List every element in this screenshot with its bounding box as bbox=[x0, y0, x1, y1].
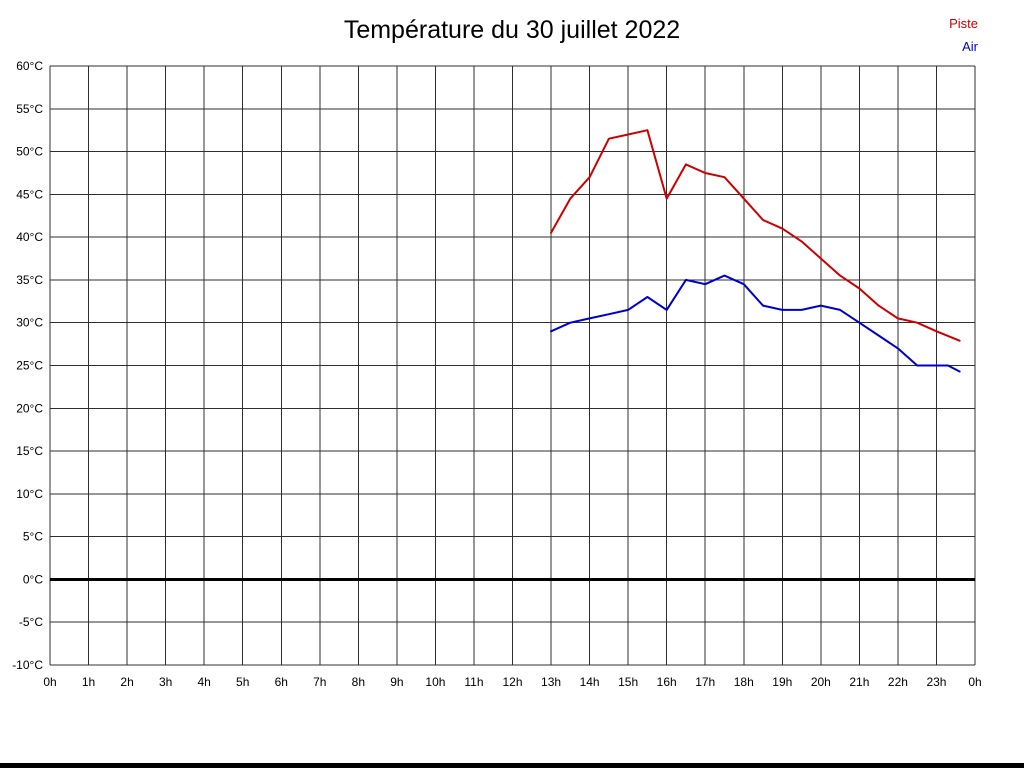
y-tick-label: -5°C bbox=[19, 615, 43, 629]
x-tick-label: 6h bbox=[275, 675, 288, 689]
x-tick-label: 5h bbox=[236, 675, 249, 689]
y-tick-label: 20°C bbox=[16, 401, 43, 415]
y-tick-label: 0°C bbox=[23, 572, 43, 586]
y-tick-label: 25°C bbox=[16, 359, 43, 373]
x-tick-label: 19h bbox=[772, 675, 792, 689]
chart-title: Température du 30 juillet 2022 bbox=[343, 16, 681, 44]
x-tick-label: 23h bbox=[926, 675, 946, 689]
x-tick-label: 22h bbox=[888, 675, 908, 689]
x-tick-label: 10h bbox=[425, 675, 445, 689]
x-tick-label: 1h bbox=[82, 675, 95, 689]
x-tick-label: 20h bbox=[811, 675, 831, 689]
y-tick-label: 10°C bbox=[16, 487, 43, 501]
y-tick-label: 30°C bbox=[16, 316, 43, 330]
x-tick-label: 7h bbox=[313, 675, 326, 689]
y-tick-label: 55°C bbox=[16, 102, 43, 116]
x-tick-label: 17h bbox=[695, 675, 715, 689]
x-tick-label: 16h bbox=[657, 675, 677, 689]
x-tick-label: 9h bbox=[390, 675, 403, 689]
x-tick-label: 12h bbox=[502, 675, 522, 689]
y-tick-label: 15°C bbox=[16, 444, 43, 458]
x-tick-label: 18h bbox=[734, 675, 754, 689]
y-tick-label: -10°C bbox=[12, 658, 43, 672]
x-tick-label: 11h bbox=[464, 675, 483, 689]
x-tick-label: 4h bbox=[197, 675, 210, 689]
x-tick-label: 15h bbox=[618, 675, 638, 689]
series-line-piste bbox=[550, 129, 961, 342]
x-tick-label: 13h bbox=[541, 675, 561, 689]
x-tick-label: 0h bbox=[43, 675, 56, 689]
y-tick-label: 45°C bbox=[16, 187, 43, 201]
bottom-border bbox=[0, 763, 1024, 768]
y-tick-label: 5°C bbox=[23, 530, 43, 544]
x-tick-label: 0h bbox=[968, 675, 981, 689]
legend: Piste Air bbox=[949, 12, 978, 58]
x-tick-label: 3h bbox=[159, 675, 172, 689]
x-tick-label: 2h bbox=[120, 675, 133, 689]
y-tick-label: 50°C bbox=[16, 145, 43, 159]
y-tick-label: 35°C bbox=[16, 273, 43, 287]
x-tick-label: 8h bbox=[352, 675, 365, 689]
legend-item-air: Air bbox=[962, 39, 978, 54]
y-tick-label: 40°C bbox=[16, 230, 43, 244]
y-tick-label: 60°C bbox=[16, 59, 43, 73]
x-tick-label: 14h bbox=[580, 675, 600, 689]
x-tick-label: 21h bbox=[849, 675, 869, 689]
legend-item-piste: Piste bbox=[949, 16, 978, 31]
series-line-air bbox=[550, 274, 961, 373]
